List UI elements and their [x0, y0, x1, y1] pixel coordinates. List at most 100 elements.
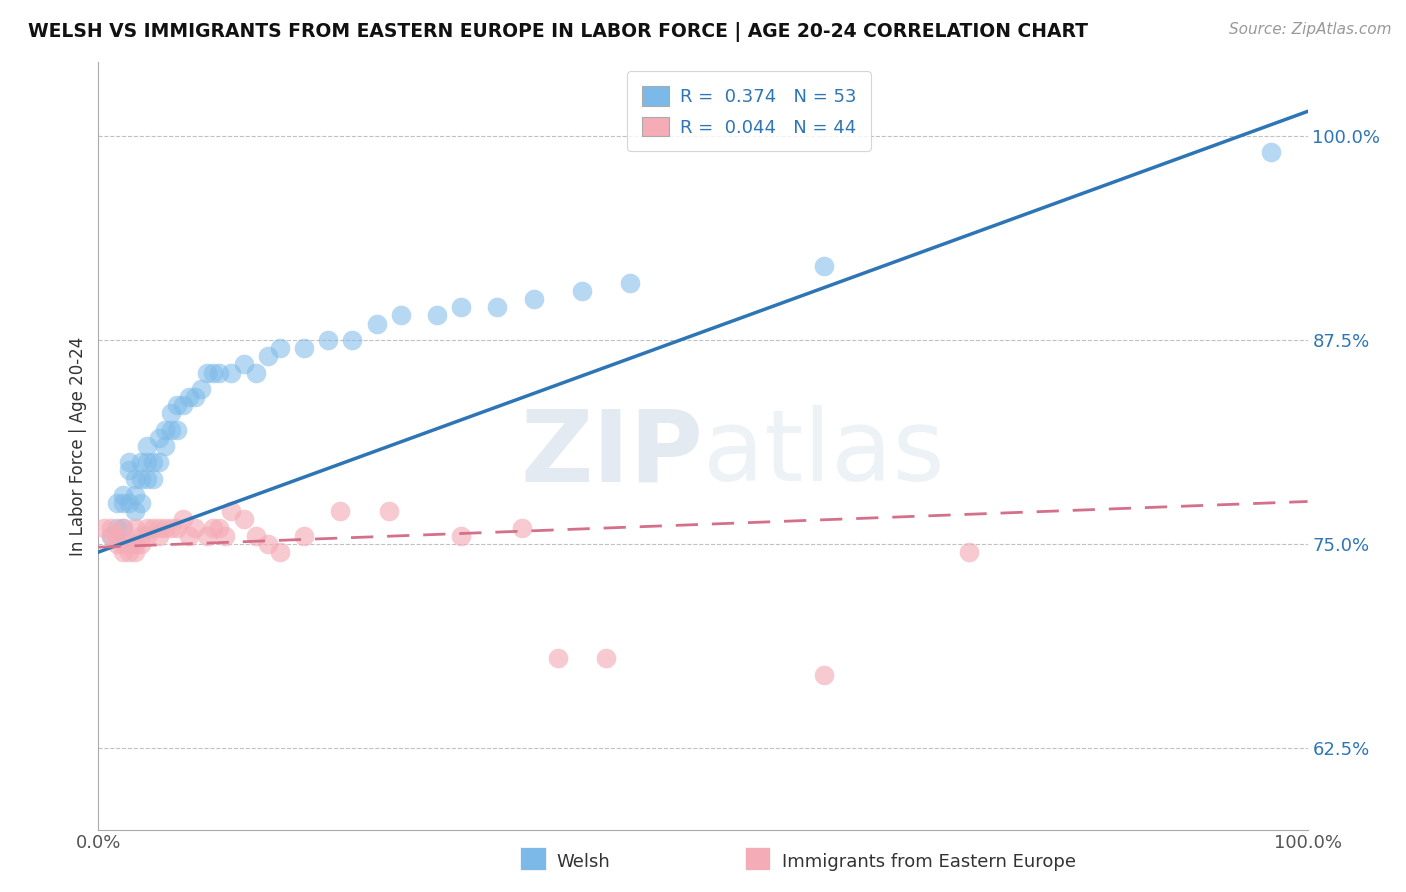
Point — [93, 520, 115, 534]
Point — [547, 651, 569, 665]
Point — [256, 537, 278, 551]
Point — [184, 520, 207, 534]
Point — [160, 423, 183, 437]
Point — [329, 504, 352, 518]
Point — [100, 520, 122, 534]
Point — [111, 488, 134, 502]
Point — [124, 520, 146, 534]
Point — [135, 520, 157, 534]
Point — [124, 504, 146, 518]
Point — [148, 431, 170, 445]
Point — [111, 545, 134, 559]
Point — [172, 398, 194, 412]
Point — [142, 455, 165, 469]
Point — [129, 472, 152, 486]
Point — [245, 529, 267, 543]
Point — [245, 366, 267, 380]
Point — [153, 520, 176, 534]
Text: Welsh: Welsh — [557, 853, 610, 871]
Point — [142, 472, 165, 486]
Point — [124, 488, 146, 502]
Point — [118, 496, 141, 510]
Point — [486, 300, 509, 314]
Point — [105, 496, 128, 510]
Point — [292, 341, 315, 355]
Point — [595, 651, 617, 665]
Point — [232, 512, 254, 526]
Point — [166, 423, 188, 437]
Point — [208, 520, 231, 534]
Text: ZIP: ZIP — [520, 405, 703, 502]
Point — [813, 260, 835, 274]
Text: WELSH VS IMMIGRANTS FROM EASTERN EUROPE IN LABOR FORCE | AGE 20-24 CORRELATION C: WELSH VS IMMIGRANTS FROM EASTERN EUROPE … — [28, 22, 1088, 42]
Point — [221, 504, 243, 518]
Point — [342, 333, 364, 347]
Point — [135, 472, 157, 486]
Point — [179, 390, 201, 404]
Point — [523, 292, 546, 306]
Point — [160, 406, 183, 420]
Y-axis label: In Labor Force | Age 20-24: In Labor Force | Age 20-24 — [69, 336, 87, 556]
Point — [105, 520, 128, 534]
Point — [148, 455, 170, 469]
Point — [179, 529, 201, 543]
Point — [450, 529, 472, 543]
Point — [166, 520, 188, 534]
Point — [269, 545, 291, 559]
Point — [510, 520, 533, 534]
Point — [377, 504, 399, 518]
Point — [111, 520, 134, 534]
Point — [124, 472, 146, 486]
Point — [100, 529, 122, 543]
Point — [195, 529, 218, 543]
Point — [269, 341, 291, 355]
Point — [118, 455, 141, 469]
Point — [571, 284, 593, 298]
Point — [135, 529, 157, 543]
Point — [129, 455, 152, 469]
Point — [118, 545, 141, 559]
Point — [111, 537, 134, 551]
Point — [813, 667, 835, 681]
Point — [619, 276, 641, 290]
Point — [292, 529, 315, 543]
Point — [148, 520, 170, 534]
Point — [366, 317, 388, 331]
Point — [118, 537, 141, 551]
Point — [426, 309, 449, 323]
Point — [135, 455, 157, 469]
Point — [153, 439, 176, 453]
Point — [184, 390, 207, 404]
Point — [129, 537, 152, 551]
Point — [100, 529, 122, 543]
Point — [111, 496, 134, 510]
Point — [957, 545, 980, 559]
Point — [105, 529, 128, 543]
Point — [142, 520, 165, 534]
Point — [148, 529, 170, 543]
Point — [153, 423, 176, 437]
Point — [129, 496, 152, 510]
Point — [1260, 145, 1282, 160]
Point — [195, 366, 218, 380]
Point — [124, 537, 146, 551]
Point — [232, 358, 254, 372]
Point — [190, 382, 212, 396]
Point — [256, 349, 278, 363]
Text: Source: ZipAtlas.com: Source: ZipAtlas.com — [1229, 22, 1392, 37]
Point — [214, 529, 236, 543]
Text: Immigrants from Eastern Europe: Immigrants from Eastern Europe — [782, 853, 1076, 871]
Point — [111, 520, 134, 534]
Point — [202, 520, 225, 534]
Point — [202, 366, 225, 380]
Point — [129, 529, 152, 543]
Point — [208, 366, 231, 380]
Point — [389, 309, 412, 323]
Text: atlas: atlas — [703, 405, 945, 502]
Point — [166, 398, 188, 412]
Point — [450, 300, 472, 314]
Point — [135, 439, 157, 453]
Point — [118, 463, 141, 477]
Point — [316, 333, 339, 347]
Legend: R =  0.374   N = 53, R =  0.044   N = 44: R = 0.374 N = 53, R = 0.044 N = 44 — [627, 71, 870, 151]
